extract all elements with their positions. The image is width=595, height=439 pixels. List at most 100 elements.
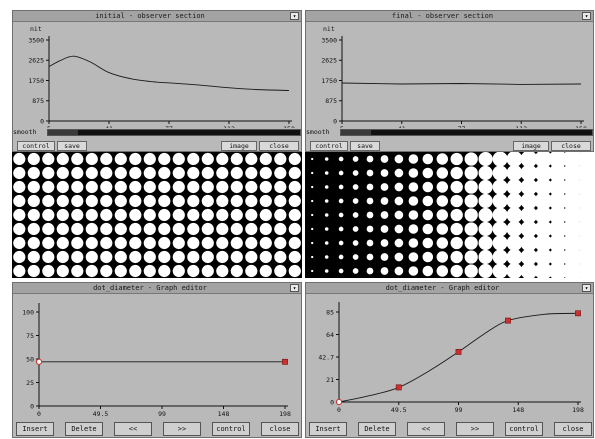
halftone-dot <box>492 165 508 181</box>
halftone-dot <box>42 264 55 278</box>
image-button[interactable]: image <box>221 141 257 151</box>
control-point[interactable] <box>35 358 43 365</box>
save-button[interactable]: save <box>57 141 87 151</box>
halftone-dot <box>506 235 523 251</box>
halftone-dot <box>259 194 272 208</box>
halftone-dot <box>129 236 142 250</box>
halftone-dot <box>259 222 272 236</box>
halftone-dot <box>56 264 69 278</box>
y-tick-label: 85 <box>326 308 334 316</box>
close-button[interactable]: close <box>261 422 299 436</box>
halftone-dot <box>506 207 523 223</box>
halftone-dot <box>85 208 98 222</box>
control-button[interactable]: control <box>212 422 250 436</box>
halftone-dot <box>288 194 301 208</box>
dot-diameter-graph[interactable]: 85 64 42.7 21 00 49.5 99 148 198 <box>306 294 594 421</box>
delete-button[interactable]: Delete <box>65 422 103 436</box>
x-tick-label: 148 <box>218 410 230 418</box>
final-title-bar[interactable]: final - observer section ▾ <box>306 11 593 22</box>
halftone-dot <box>187 166 200 180</box>
halftone-dot <box>380 225 389 233</box>
x-tick-label: 150 <box>575 125 587 128</box>
halftone-dot <box>576 260 594 278</box>
halftone-dot <box>548 261 568 278</box>
halftone-dot <box>492 249 508 265</box>
halftone-dot <box>274 236 287 250</box>
x-tick-label: 5 <box>340 125 344 128</box>
x-tick-label: 150 <box>283 125 295 128</box>
halftone-dot <box>394 154 404 164</box>
halftone-dot <box>259 236 272 250</box>
y-tick-label: 0 <box>330 398 334 406</box>
halftone-dot <box>520 248 538 266</box>
window-menu-icon[interactable]: ▾ <box>290 284 299 292</box>
halftone-dot <box>506 152 523 167</box>
delete-button[interactable]: Delete <box>358 422 396 436</box>
control-button[interactable]: control <box>17 141 55 151</box>
halftone-dot <box>520 178 538 196</box>
smooth-track[interactable] <box>340 129 593 136</box>
halftone-dot <box>27 236 40 250</box>
image-button[interactable]: image <box>513 141 549 151</box>
control-point[interactable] <box>282 358 288 365</box>
control-button[interactable]: control <box>310 141 348 151</box>
luminance-curve <box>341 82 582 85</box>
smooth-thumb[interactable] <box>48 130 79 135</box>
control-point[interactable] <box>575 310 581 317</box>
control-button[interactable]: control <box>505 422 543 436</box>
window-menu-icon[interactable]: ▾ <box>290 12 299 20</box>
halftone-dot <box>408 168 419 178</box>
insert-button[interactable]: Insert <box>16 422 54 436</box>
halftone-dot <box>100 264 113 278</box>
halftone-dot <box>27 194 40 208</box>
close-button[interactable]: close <box>259 141 299 151</box>
halftone-dot <box>129 152 142 166</box>
final-dot-pattern <box>305 152 594 278</box>
control-point[interactable] <box>455 349 462 355</box>
window-menu-icon[interactable]: ▾ <box>582 12 591 20</box>
control-point[interactable] <box>395 384 402 391</box>
initial-title-bar[interactable]: initial - observer section ▾ <box>13 11 301 22</box>
halftone-dot <box>324 199 329 203</box>
halftone-dot <box>408 182 419 192</box>
halftone-dot <box>338 184 344 190</box>
next-button[interactable]: >> <box>163 422 201 436</box>
halftone-dot <box>56 222 69 236</box>
halftone-dot <box>562 163 582 183</box>
halftone-dot <box>71 250 84 264</box>
graph-editor-title-bar[interactable]: dot_diameter - Graph editor ▾ <box>13 283 301 294</box>
halftone-dot <box>187 194 200 208</box>
next-button[interactable]: >> <box>456 422 494 436</box>
smooth-track[interactable] <box>47 129 301 136</box>
halftone-dot <box>56 180 69 194</box>
halftone-dot <box>324 171 329 175</box>
smooth-thumb[interactable] <box>341 130 372 135</box>
close-button[interactable]: close <box>554 422 592 436</box>
halftone-dot <box>394 266 404 276</box>
halftone-dot <box>534 206 553 224</box>
halftone-dot <box>71 180 84 194</box>
halftone-dot <box>172 194 185 208</box>
halftone-dot <box>245 180 258 194</box>
control-point[interactable] <box>505 317 511 324</box>
halftone-dot <box>520 164 538 182</box>
halftone-dot <box>216 180 229 194</box>
halftone-dot <box>324 227 329 231</box>
smooth-slider[interactable]: smooth <box>306 128 593 137</box>
previous-button[interactable]: << <box>407 422 445 436</box>
smooth-slider[interactable]: smooth <box>13 128 301 137</box>
dot-diameter-graph[interactable]: 100 75 50 25 00 49.5 99 148 198 <box>13 294 302 421</box>
halftone-dot <box>42 208 55 222</box>
halftone-dot <box>13 194 26 208</box>
window-menu-icon[interactable]: ▾ <box>582 284 591 292</box>
previous-button[interactable]: << <box>114 422 152 436</box>
halftone-dot <box>548 191 568 211</box>
insert-button[interactable]: Insert <box>309 422 347 436</box>
control-point[interactable] <box>335 398 343 406</box>
close-button[interactable]: close <box>551 141 591 151</box>
graph-editor-title-bar[interactable]: dot_diameter - Graph editor ▾ <box>306 283 593 294</box>
save-button[interactable]: save <box>350 141 380 151</box>
halftone-dot <box>311 255 314 259</box>
halftone-dot <box>464 264 478 278</box>
halftone-dot <box>85 264 98 278</box>
